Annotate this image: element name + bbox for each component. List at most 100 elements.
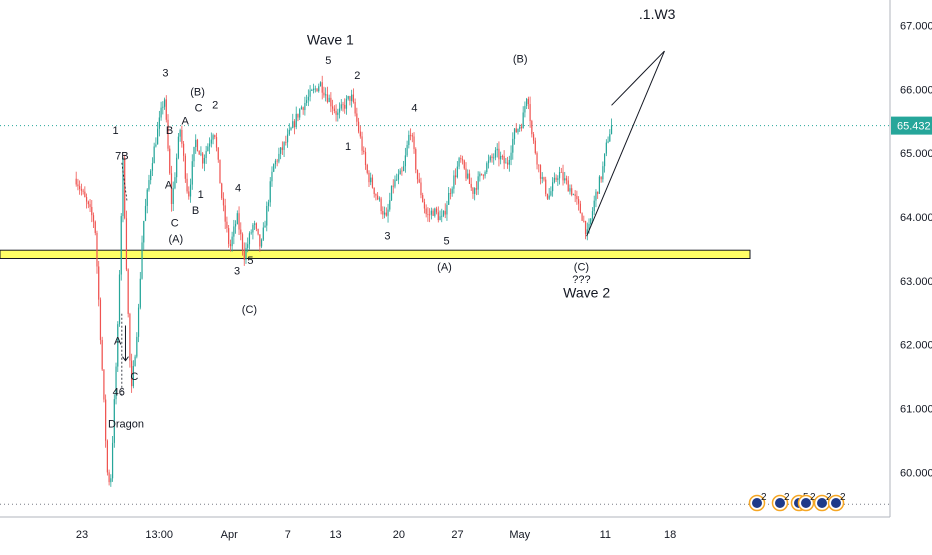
- candle-body: [510, 152, 512, 161]
- wave-label: 1: [113, 125, 119, 137]
- price-axis[interactable]: 67.000 66.000 65.000 64.000 63.000 62.000 61.0…: [891, 21, 932, 480]
- candle-body: [390, 185, 393, 201]
- candle-54: [169, 145, 171, 175]
- candle-body: [567, 180, 569, 192]
- candle-body: [245, 247, 247, 260]
- candle-17: [105, 394, 107, 448]
- candle-223: [461, 155, 464, 165]
- candle-303: [600, 176, 602, 183]
- candle-250: [508, 155, 510, 172]
- candle-body: [124, 157, 126, 219]
- candle-216: [449, 188, 452, 200]
- candle-84: [221, 182, 223, 201]
- candle-body: [422, 195, 424, 203]
- candle-207: [434, 207, 436, 218]
- candle-101: [250, 229, 252, 235]
- price-tick-label: 66.000: [900, 84, 932, 96]
- wave-label: 1: [198, 189, 204, 201]
- time-axis[interactable]: 23 13:00 Apr 7 13 20 27 May 11 18: [76, 529, 676, 541]
- candle-body: [110, 478, 112, 483]
- candle-199: [420, 177, 422, 199]
- wave-label: 4: [411, 103, 417, 115]
- candle-64: [186, 173, 188, 194]
- candle-32: [131, 353, 133, 393]
- badge-1[interactable]: 2: [748, 492, 768, 512]
- candle-131: [302, 106, 304, 115]
- candle-body: [184, 155, 186, 179]
- badge-count: 2: [761, 492, 767, 503]
- candle-270: [543, 176, 545, 182]
- candle-279: [558, 166, 561, 185]
- candle-221: [458, 156, 460, 170]
- candle-284: [567, 176, 569, 192]
- candle-body: [150, 170, 152, 181]
- candle-body: [255, 223, 257, 229]
- badge-2[interactable]: 2: [771, 492, 791, 512]
- candle-body: [111, 442, 114, 479]
- price-tick-label: 65.000: [900, 148, 932, 160]
- time-tick-label: 27: [451, 529, 463, 541]
- candle-body: [460, 158, 462, 160]
- candle-body: [546, 193, 549, 199]
- candle-body: [451, 188, 453, 194]
- candle-body: [193, 146, 195, 162]
- candle-body: [558, 172, 561, 179]
- candle-30: [127, 268, 129, 318]
- candle-145: [326, 86, 329, 104]
- candle-body: [309, 90, 311, 97]
- candle-body: [143, 220, 145, 243]
- candle-222: [460, 154, 462, 163]
- candle-body: [304, 102, 306, 111]
- candle-154: [342, 101, 344, 112]
- candle-107: [260, 238, 263, 249]
- candle-body: [96, 232, 98, 267]
- candle-body: [146, 189, 148, 206]
- candle-body: [364, 151, 367, 165]
- candle-body: [139, 278, 141, 308]
- event-badges[interactable]: 225222: [748, 492, 847, 512]
- candle-body: [397, 174, 400, 180]
- candle-body: [94, 221, 96, 233]
- candle-body: [134, 356, 136, 367]
- candle-body: [91, 206, 93, 216]
- candle-body: [323, 92, 325, 96]
- candle-100: [248, 231, 251, 250]
- candle-body: [162, 106, 164, 108]
- candle-269: [541, 172, 543, 184]
- candle-body: [144, 205, 147, 221]
- candle-body: [332, 106, 334, 109]
- wave-label: B: [166, 125, 173, 137]
- candle-body: [609, 134, 611, 142]
- candle-114: [273, 163, 275, 173]
- candle-body: [269, 181, 271, 203]
- candle-65: [188, 186, 190, 200]
- candle-body: [224, 205, 226, 222]
- candle-body: [172, 188, 174, 204]
- candle-21: [111, 435, 114, 482]
- wave-label: (C): [574, 262, 589, 274]
- candlestick-series: [75, 75, 613, 487]
- candle-body: [413, 136, 415, 150]
- candle-123: [288, 123, 290, 136]
- candle-body: [389, 200, 391, 210]
- candle-148: [332, 99, 334, 115]
- badge-6[interactable]: 2: [827, 492, 847, 512]
- candle-266: [536, 151, 538, 170]
- candle-265: [534, 137, 536, 155]
- candle-body: [330, 97, 332, 107]
- candle-282: [564, 171, 566, 184]
- candle-196: [415, 147, 417, 174]
- candle-body: [132, 366, 134, 387]
- support-zone-layer: [0, 249, 751, 259]
- candle-14: [99, 297, 102, 345]
- candle-94: [238, 206, 240, 236]
- candle-88: [228, 224, 230, 248]
- candle-body: [512, 138, 514, 153]
- candle-body: [233, 226, 235, 237]
- candle-52: [165, 95, 167, 123]
- badge-4[interactable]: 2: [797, 492, 817, 512]
- candle-body: [465, 168, 467, 179]
- candle-body: [578, 199, 580, 204]
- candle-156: [345, 95, 348, 115]
